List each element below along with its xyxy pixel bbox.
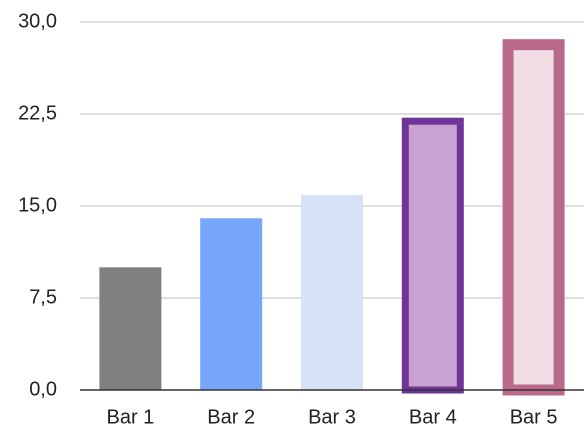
bars	[99, 45, 559, 390]
bar-4	[405, 121, 460, 390]
bar-2	[200, 218, 262, 390]
bar-5	[508, 45, 559, 390]
y-tick-label: 15,0	[18, 194, 57, 216]
bar-3	[301, 195, 363, 390]
x-category-label: Bar 3	[308, 406, 356, 428]
bar-1	[99, 267, 161, 390]
y-tick-label: 22,5	[18, 102, 57, 124]
x-category-label: Bar 1	[106, 406, 154, 428]
y-tick-labels: 0,0 7,5 15,0 22,5 30,0	[18, 10, 57, 400]
y-tick-label: 7,5	[29, 286, 57, 308]
x-category-labels: Bar 1 Bar 2 Bar 3 Bar 4 Bar 5	[106, 406, 557, 428]
y-tick-label: 0,0	[29, 378, 57, 400]
x-category-label: Bar 2	[207, 406, 255, 428]
y-tick-label: 30,0	[18, 10, 57, 32]
x-category-label: Bar 4	[409, 406, 457, 428]
x-category-label: Bar 5	[510, 406, 558, 428]
